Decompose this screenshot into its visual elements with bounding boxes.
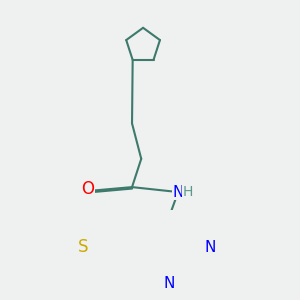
Text: N: N [172, 184, 184, 200]
Text: H: H [182, 185, 193, 199]
Text: S: S [78, 238, 88, 256]
Text: O: O [81, 180, 94, 198]
Text: N: N [163, 276, 175, 291]
Text: N: N [204, 240, 216, 255]
